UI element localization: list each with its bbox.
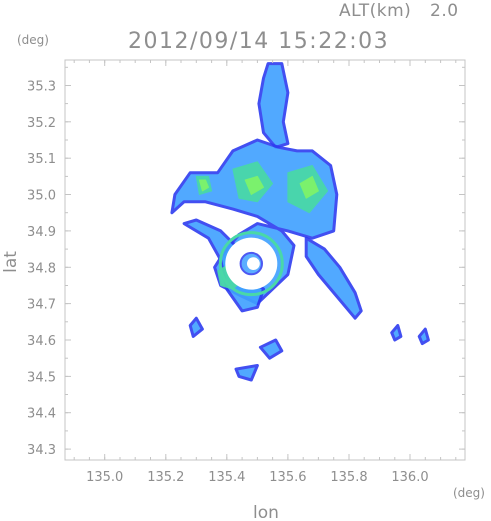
peak-echo-region-peak-b: [299, 175, 319, 199]
altitude-value: 2.0: [430, 1, 459, 21]
x-tick-label: 135.2: [147, 470, 184, 485]
y-tick-label: 34.4: [27, 407, 56, 422]
plot-frame: [64, 59, 466, 461]
plot-area: 135.0 135.2 135.4 135.6 135.8 136.0 34.3 34.4 34…: [27, 59, 466, 485]
y-tick-label: 34.3: [27, 443, 56, 458]
y-axis-label: lat: [1, 251, 21, 273]
x-tick-label: 135.8: [330, 470, 367, 485]
x-tick-label: 136.0: [391, 470, 428, 485]
echo-region-east-far-b: [417, 327, 430, 346]
x-axis-label: lon: [253, 503, 279, 521]
altitude-label: ALT(km): [339, 1, 411, 21]
x-tick-label: 135.0: [86, 470, 123, 485]
y-tick-label: 35.2: [27, 116, 56, 131]
x-tick-label: 135.6: [269, 470, 306, 485]
echo-region-south-patch: [258, 338, 284, 360]
radar-ring: [218, 231, 284, 297]
peak-echo-region-peak-c: [198, 179, 209, 192]
echo-region-east-far-a: [390, 324, 403, 342]
echo-region-west-patch: [188, 316, 204, 338]
radar-inner-clear: [247, 257, 260, 270]
peak-echo-region-peak-a: [244, 175, 264, 195]
x-tick-label: 135.4: [208, 470, 245, 485]
echo-region-north-band: [257, 62, 290, 149]
y-tick-label: 35.0: [27, 189, 56, 204]
y-tick-label: 34.8: [27, 261, 56, 276]
x-unit-label: (deg): [453, 486, 485, 500]
y-tick-label: 34.6: [27, 334, 56, 349]
chart-title: 2012/09/14 15:22:03: [128, 29, 389, 54]
echo-region-east-tail: [304, 236, 363, 320]
y-tick-label: 35.3: [27, 80, 56, 95]
echo-region-south-far: [234, 364, 259, 382]
y-tick-label: 34.5: [27, 370, 56, 385]
y-tick-label: 34.7: [27, 298, 56, 313]
y-unit-label: (deg): [17, 33, 49, 47]
y-tick-label: 34.9: [27, 225, 56, 240]
y-tick-label: 35.1: [27, 152, 56, 167]
